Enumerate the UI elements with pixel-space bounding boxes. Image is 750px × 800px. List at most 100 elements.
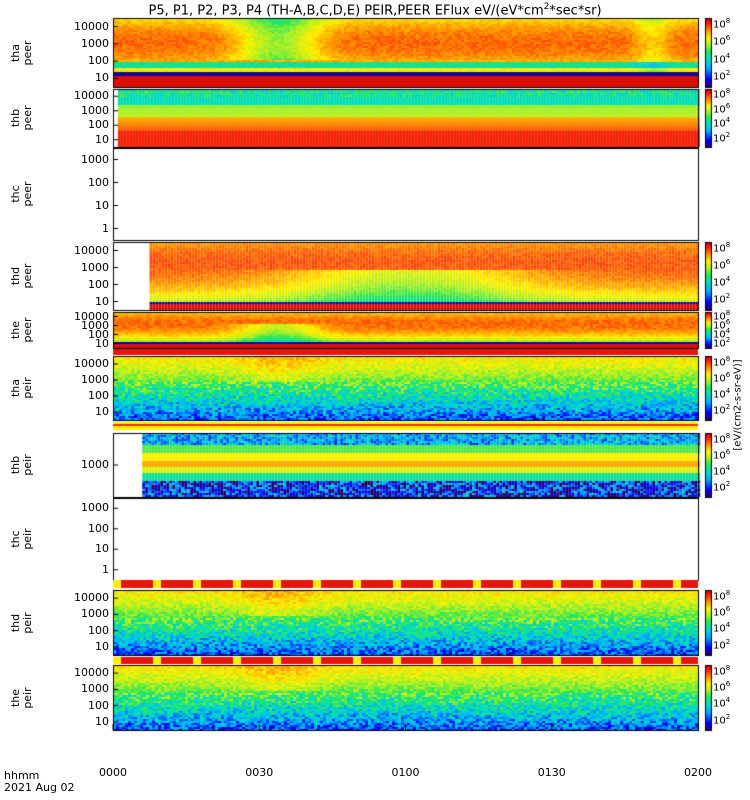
panel-ylabel-thc-peir: thc peir	[9, 509, 34, 569]
colorbar-tick: 108	[713, 87, 731, 101]
ytick-label: 100	[88, 389, 109, 402]
ytick-label: 1000	[81, 373, 109, 386]
colorbar-tick: 104	[713, 621, 731, 635]
ytick-label: 100	[88, 277, 109, 291]
colorbar-tick: 102	[713, 637, 731, 651]
colorbar-tick: 108	[713, 354, 731, 369]
panel-product-label: peir	[21, 611, 34, 634]
ytick-label: 10000	[74, 243, 109, 257]
colorbar-tick: 108	[713, 663, 731, 678]
colorbar-tick: 104	[713, 463, 731, 478]
ytick-label: 10	[95, 71, 109, 85]
panel-product-label: peir	[21, 528, 34, 550]
ytick-label: 1000	[81, 152, 109, 166]
footer-date: 2021 Aug 02	[4, 781, 75, 794]
ytick-label: 1	[102, 562, 109, 576]
ytick-label: 10	[95, 639, 109, 653]
ytick-label: 100	[88, 175, 109, 189]
colorbar-tick: 108	[713, 588, 731, 603]
page-title: P5, P1, P2, P3, P4 (TH-A,B,C,D,E) PEIR,P…	[148, 2, 602, 19]
colorbar-tick: 104	[713, 326, 731, 341]
ytick-label: 1000	[81, 607, 109, 621]
ytick-label: 1000	[81, 458, 109, 471]
panel-ylabel-the-peer: the peer	[9, 300, 34, 360]
xtick-label: 0100	[391, 766, 420, 779]
panel-ylabel-thd-peir: thd peir	[9, 593, 34, 653]
colorbar-tick: 104	[713, 386, 731, 401]
panel-product-label: peer	[21, 105, 34, 131]
panel-ylabel-tha-peer: tha peer	[9, 23, 34, 83]
ytick-label: 1000	[81, 103, 109, 117]
ytick-label: 100	[88, 698, 109, 712]
ytick-label: 10	[95, 542, 109, 556]
colorbar-tick: 106	[713, 447, 731, 462]
ytick-label: 10	[95, 336, 109, 350]
panel-product-label: peer	[21, 181, 34, 207]
panel-product-label: peer	[21, 317, 34, 343]
colorbar-tick: 106	[713, 258, 731, 272]
ytick-label: 100	[88, 327, 109, 341]
colorbar-tick: 104	[713, 275, 731, 289]
panel-ylabel-thb-peer: thb peer	[9, 88, 34, 148]
panel-ylabel-tha-peir: tha peir	[9, 358, 34, 418]
ytick-label: 10	[95, 132, 109, 146]
ytick-label: 10	[95, 405, 109, 418]
panel-ylabel-thb-peir: thb peir	[9, 435, 34, 495]
ytick-label: 1000	[81, 260, 109, 274]
panel-product-label: peir	[21, 686, 34, 709]
panel-product-label: peer	[21, 263, 34, 289]
colorbar-tick: 104	[713, 51, 731, 65]
ytick-label: 100	[88, 521, 109, 535]
ytick-label: 10000	[74, 309, 109, 323]
ytick-label: 10000	[74, 89, 109, 103]
ytick-label: 10000	[74, 19, 109, 33]
colorbar-tick: 106	[713, 605, 731, 619]
xtick-label: 0000	[99, 766, 127, 779]
panel-product-label: peer	[21, 39, 34, 66]
colorbar-tick: 102	[713, 479, 731, 494]
ytick-label: 10000	[74, 591, 109, 605]
ytick-label: 1000	[81, 318, 109, 332]
colorbar-tick: 106	[713, 101, 731, 116]
panel-product-label: peir	[21, 454, 34, 476]
colorbar-tick: 106	[713, 680, 731, 694]
panel-ylabel-the-peir: the peir	[9, 668, 34, 728]
colorbar-tick: 102	[713, 292, 731, 306]
colorbar-tick: 108	[713, 241, 731, 255]
colorbar-tick: 102	[713, 130, 731, 145]
ytick-label: 1000	[81, 682, 109, 696]
colorbar-tick: 104	[713, 696, 731, 710]
xtick-label: 0030	[245, 766, 274, 779]
ytick-label: 100	[88, 54, 109, 68]
colorbar-tick: 102	[713, 712, 731, 726]
panel-ylabel-thc-peer: thc peer	[9, 164, 34, 224]
unit-label: [eV/(cm2-s-sr-eV)]	[732, 359, 744, 451]
ytick-label: 10	[95, 294, 109, 308]
colorbar-tick: 106	[713, 370, 731, 385]
footer-hhmm: hhmm	[4, 769, 40, 782]
ytick-label: 10	[95, 714, 109, 728]
colorbar-tick: 102	[713, 335, 731, 350]
xtick-label: 0130	[537, 766, 566, 779]
colorbar-tick: 102	[713, 68, 731, 83]
colorbar-tick: 106	[713, 317, 731, 332]
colorbar-tick: 108	[713, 308, 731, 323]
ytick-label: 10	[95, 198, 109, 212]
ytick-label: 100	[88, 118, 109, 132]
colorbar-tick: 104	[713, 116, 731, 130]
xtick-label: 0200	[684, 766, 712, 779]
colorbar-tick: 108	[713, 431, 731, 446]
ytick-label: 1	[102, 221, 109, 235]
panel-ylabel-thd-peer: thd peer	[9, 246, 34, 306]
panel-product-label: peir	[21, 377, 34, 399]
colorbar-tick: 106	[713, 34, 731, 48]
colorbar-tick: 102	[713, 402, 731, 417]
ytick-label: 10000	[74, 357, 109, 370]
ytick-label: 100	[88, 623, 109, 637]
ytick-label: 10000	[74, 666, 109, 680]
ytick-label: 1000	[81, 36, 109, 50]
time-axis-footer: hhmm 2021 Aug 02	[4, 770, 74, 794]
ytick-label: 1000	[81, 501, 109, 515]
colorbar-tick: 108	[713, 17, 731, 31]
